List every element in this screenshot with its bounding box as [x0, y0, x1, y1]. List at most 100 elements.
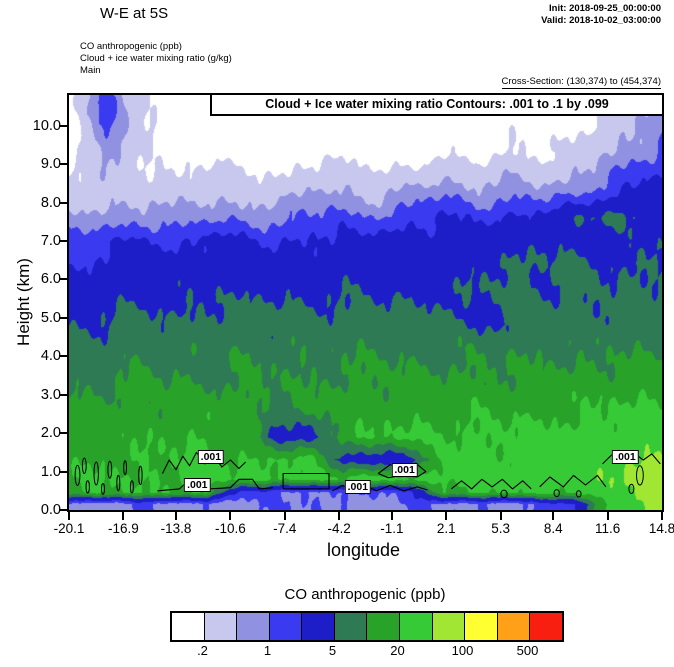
- x-tick-mark: [68, 512, 70, 520]
- y-tick-label: 5.0: [40, 309, 61, 326]
- page-title: W-E at 5S: [100, 5, 169, 22]
- y-tick-label: 8.0: [40, 194, 61, 211]
- colorbar-cell: [237, 613, 270, 640]
- colorbar-cell: [269, 613, 303, 640]
- contour-value-label: .001: [344, 479, 372, 494]
- y-tick-mark: [59, 393, 67, 396]
- y-tick-label: 1.0: [40, 463, 61, 480]
- plot-frame: Cloud + Ice water mixing ratio Contours:…: [33, 93, 674, 536]
- y-tick-mark: [59, 432, 67, 435]
- y-tick-label: 0.0: [40, 502, 61, 518]
- x-tick-mark: [606, 512, 609, 520]
- x-tick-label: 11.6: [594, 521, 621, 536]
- y-tick-label: 7.0: [40, 233, 61, 250]
- x-tick-label: -7.4: [273, 521, 297, 536]
- x-tick-mark: [229, 512, 232, 520]
- contour-value-label: .001: [197, 449, 225, 464]
- y-tick-mark: [59, 201, 67, 204]
- y-tick-mark: [59, 316, 67, 319]
- x-tick-label: 8.4: [543, 521, 563, 536]
- cloud-contour-blob: [636, 465, 644, 486]
- colorbar-cell: [465, 613, 498, 640]
- colorbar-cell: [432, 613, 466, 640]
- contour-value-label: .001: [612, 449, 639, 464]
- x-tick-mark: [499, 512, 502, 520]
- x-tick-label: 2.1: [436, 521, 456, 536]
- y-tick-mark: [59, 278, 67, 281]
- colorbar-tick-label: 500: [516, 643, 539, 658]
- cloud-contour-blob: [553, 489, 560, 498]
- field-line-cloud: Cloud + ice water mixing ratio (g/kg): [80, 52, 232, 64]
- cloud-contour-blob: [85, 480, 90, 494]
- y-tick-label: 10.0: [32, 117, 61, 134]
- cross-section-label: Cross-Section: (130,374) to (454,374): [501, 76, 661, 89]
- x-tick-mark: [122, 512, 125, 520]
- cloud-contour-blob: [101, 483, 105, 495]
- colorbar-tick-label: 1: [263, 643, 272, 658]
- cloud-contour-line: [450, 478, 532, 490]
- cloud-contour-blob: [575, 490, 582, 498]
- y-tick-mark: [59, 355, 67, 358]
- valid-label: Valid: 2018-10-02_03:00:00: [541, 14, 661, 26]
- y-tick-label: 4.0: [40, 348, 61, 365]
- colorbar-cell: [204, 613, 238, 640]
- colorbar-cell: [172, 613, 205, 640]
- cloud-contour-line: [539, 474, 607, 488]
- colorbar: [170, 611, 564, 642]
- cloud-contour-blob: [107, 460, 113, 479]
- x-tick-label: 14.8: [648, 521, 674, 536]
- y-axis-title: Height (km): [14, 258, 33, 346]
- contour-value-label: .001: [391, 462, 418, 477]
- x-tick-mark: [175, 512, 178, 520]
- x-tick-mark: [552, 512, 555, 520]
- cloud-contour-blob: [500, 489, 508, 499]
- colorbar-cell: [334, 613, 368, 640]
- y-tick-mark: [59, 240, 67, 243]
- cloud-contour-blob: [138, 465, 143, 486]
- cloud-contour-blob: [81, 457, 87, 474]
- colorbar-tick-label: 5: [328, 643, 337, 658]
- contour-info-box: Cloud + Ice water mixing ratio Contours:…: [210, 93, 664, 116]
- cloud-contour-blob: [129, 480, 134, 494]
- x-tick-label: -13.8: [160, 521, 192, 536]
- colorbar-tick-label: 20: [390, 643, 405, 658]
- x-tick-label: 5.3: [491, 521, 510, 536]
- cloud-contour-line: [282, 472, 330, 490]
- y-tick-mark: [59, 163, 67, 166]
- x-tick-mark: [390, 512, 393, 520]
- cloud-contour-blob: [123, 460, 127, 476]
- colorbar-tick-label: 100: [451, 643, 474, 658]
- colorbar-tick-label: .2: [197, 643, 208, 658]
- init-label: Init: 2018-09-25_00:00:00: [549, 3, 661, 14]
- colorbar-cell: [530, 613, 562, 640]
- x-tick-label: -1.1: [380, 521, 404, 536]
- x-tick-mark: [445, 512, 448, 520]
- y-tick-mark: [59, 509, 67, 511]
- contour-value-label: .001: [184, 478, 211, 493]
- y-tick-mark: [59, 470, 67, 473]
- co-field-canvas: [69, 95, 662, 510]
- y-tick-label: 3.0: [40, 386, 61, 403]
- x-axis-title: longitude: [326, 540, 401, 560]
- field-meta-block: CO anthropogenic (ppb) Cloud + ice water…: [80, 41, 232, 77]
- x-tick-label: -4.2: [327, 521, 351, 536]
- cloud-contour-blob: [628, 483, 635, 494]
- colorbar-cell: [497, 613, 531, 640]
- cloud-contour-line: [157, 478, 273, 492]
- cloud-contour-blob: [93, 461, 99, 486]
- x-tick-label: -16.9: [107, 521, 139, 536]
- x-tick-mark: [661, 512, 663, 520]
- colorbar-cell: [302, 613, 335, 640]
- y-tick-mark: [59, 124, 67, 127]
- colorbar-title: CO anthropogenic (ppb): [284, 586, 446, 603]
- x-tick-mark: [338, 512, 341, 520]
- field-line-main: Main: [80, 64, 101, 76]
- colorbar-cell: [400, 613, 433, 640]
- x-tick-mark: [283, 512, 286, 520]
- colorbar-cell: [367, 613, 401, 640]
- y-tick-label: 6.0: [40, 271, 61, 288]
- cloud-contour-blob: [116, 474, 121, 492]
- init-valid-block: Init: 2018-09-25_00:00:00 Valid: 2018-10…: [541, 3, 661, 27]
- x-tick-label: -10.6: [215, 521, 246, 536]
